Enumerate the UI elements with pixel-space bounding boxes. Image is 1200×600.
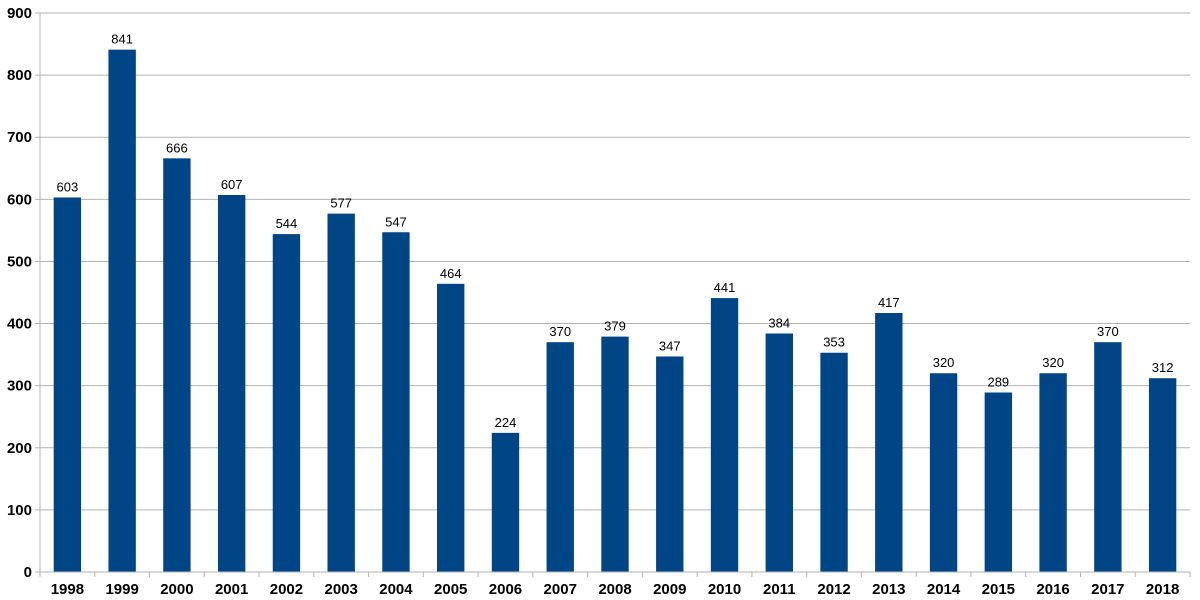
data-label-2002: 544 [276,216,298,231]
bar-2010 [710,298,739,572]
bar-2015 [984,392,1013,572]
x-tick-label-2014: 2014 [927,581,961,598]
bars [53,49,1177,573]
x-tick-label-2004: 2004 [379,581,413,598]
y-tick-label-700: 700 [7,129,32,146]
bar-2007 [546,342,574,572]
data-label-2017: 370 [1097,324,1119,339]
y-tick-label-200: 200 [7,440,32,457]
data-label-1999: 841 [111,32,133,47]
data-label-2018: 312 [1152,360,1174,375]
data-label-1998: 603 [57,179,79,194]
x-tick-label-2018: 2018 [1146,581,1179,598]
data-label-2012: 353 [823,335,845,350]
data-label-2004: 547 [385,214,407,229]
data-label-2015: 289 [987,374,1009,389]
data-label-2016: 320 [1042,355,1064,370]
bar-2001 [217,194,246,573]
data-label-2001: 607 [221,177,243,192]
x-tick-label-1998: 1998 [51,581,84,598]
x-tick-label-2012: 2012 [817,581,850,598]
bar-1998 [53,197,82,572]
x-tick-label-2000: 2000 [160,581,193,598]
bar-2018 [1148,378,1177,572]
y-tick-label-900: 900 [7,5,32,22]
x-tick-label-2007: 2007 [544,581,577,598]
data-labels: 603 841 666 607 544 577 547 464 224 370 379 347 441 3… [57,32,1174,430]
data-label-2007: 370 [549,324,571,339]
bar-2014 [929,373,958,572]
x-tick-label-2008: 2008 [598,581,631,598]
bar-2016 [1039,373,1067,572]
bar-2009 [656,356,684,572]
bar-2013 [875,312,903,572]
bar-2017 [1094,342,1122,572]
x-tick-label-2003: 2003 [325,581,358,598]
x-tick-label-2011: 2011 [763,581,796,598]
y-tick-label-0: 0 [24,564,32,581]
bar-2008 [601,336,629,572]
bar-1999 [108,49,136,572]
bar-2011 [765,333,793,572]
data-label-2003: 577 [330,196,352,211]
data-label-2006: 224 [495,415,517,430]
x-axis-tick-labels: 1998 1999 2000 2001 2002 2003 2004 2005 2006 2007… [51,581,1180,598]
y-tick-label-800: 800 [7,67,32,84]
bar-2003 [327,213,355,572]
bar-2002 [272,234,301,573]
x-tick-label-2015: 2015 [982,581,1015,598]
data-label-2014: 320 [933,355,955,370]
x-tick-label-2013: 2013 [872,581,905,598]
y-tick-label-400: 400 [7,316,32,333]
x-tick-label-2006: 2006 [489,581,522,598]
axes [35,12,1191,577]
x-tick-label-2005: 2005 [434,581,467,598]
bar-2004 [382,232,410,572]
data-label-2010: 441 [714,280,736,295]
data-label-2005: 464 [440,266,462,281]
x-tick-label-1999: 1999 [105,581,138,598]
x-tick-label-2002: 2002 [270,581,303,598]
x-tick-label-2009: 2009 [653,581,686,598]
y-tick-label-300: 300 [7,378,32,395]
y-tick-label-600: 600 [7,191,32,208]
y-axis-tick-labels: 0 100 200 300 400 500 600 700 800 900 [7,5,32,581]
data-label-2008: 379 [604,319,626,334]
x-tick-label-2016: 2016 [1036,581,1069,598]
y-tick-label-100: 100 [7,502,32,519]
x-tick-label-2017: 2017 [1091,581,1124,598]
x-tick-label-2001: 2001 [215,581,248,598]
data-label-2000: 666 [166,140,188,155]
bar-2005 [437,283,465,572]
y-tick-label-500: 500 [7,253,32,270]
bar-2006 [491,432,520,572]
x-tick-label-2010: 2010 [708,581,741,598]
data-label-2009: 347 [659,338,681,353]
data-label-2011: 384 [768,315,790,330]
bar-2012 [820,352,848,572]
bar-2000 [163,158,191,572]
data-label-2013: 417 [878,295,900,310]
